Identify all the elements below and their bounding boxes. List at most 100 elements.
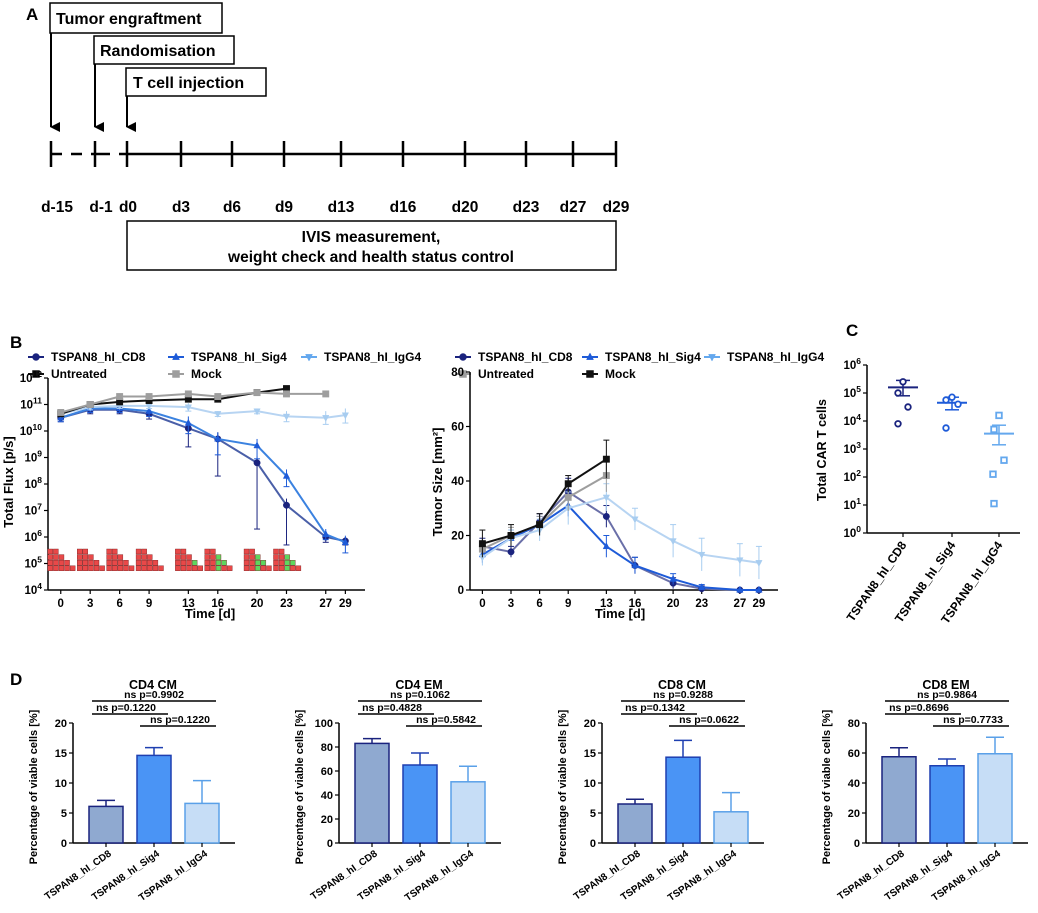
flux-data-point [184, 404, 192, 412]
car-t-data-point [954, 400, 962, 408]
response-grid-cell [210, 548, 216, 555]
flux-ylabel: Total Flux [p/s] [1, 436, 16, 527]
response-grid-cell [215, 554, 222, 560]
car-t-data-point [942, 396, 950, 404]
response-grid-cell [58, 554, 65, 560]
response-grid-cell [260, 560, 267, 566]
flux-data-point [341, 538, 349, 545]
timeline-diagram: Tumor engraftment Randomisation T cell i… [41, 2, 630, 271]
tumor-x-tick-label: 0 [479, 598, 485, 610]
response-grid-cell [215, 560, 222, 566]
bar [977, 753, 1013, 844]
flux-legend: TSPAN8_hI_CD8 TSPAN8_hI_Sig4 TSPAN8_hI_IgG… [28, 350, 421, 381]
response-grid-cell [175, 560, 181, 566]
bar-y-tick-label: 80 [848, 718, 860, 730]
response-grid-cell [249, 548, 255, 555]
tumor-series-line [481, 504, 759, 591]
car-t-ylabel: Total CAR T cells [815, 399, 829, 501]
flux-series-line [60, 408, 346, 542]
car-t-data-point [990, 425, 998, 434]
event-engraftment-label: Tumor engraftment [56, 11, 202, 28]
tumor-data-point [564, 480, 572, 488]
legend-label: TSPAN8_hI_CD8 [478, 350, 573, 364]
response-grid-cell [175, 548, 181, 555]
car-t-y-tick-label: 101 [843, 496, 861, 512]
flux-data-point [253, 389, 261, 397]
response-grid-cell [180, 554, 187, 560]
bar-y-tick-label: 20 [584, 718, 596, 730]
flux-data-point [283, 501, 290, 509]
bar [617, 803, 653, 844]
response-grid-cell [278, 548, 285, 555]
bar-y-tick-label: 100 [315, 718, 333, 730]
event-randomisation-label: Randomisation [100, 43, 216, 60]
flux-y-tick-label: 1012 [20, 369, 43, 385]
flux-y-tick-label: 1011 [20, 396, 42, 412]
response-grid-cell [186, 554, 192, 560]
flux-series-line [60, 407, 346, 544]
response-grid-cell [243, 554, 250, 560]
response-grid-cell [249, 560, 255, 566]
significance-label: ns p=0.5842 [416, 714, 476, 726]
tumor-x-tick-label: 9 [565, 598, 571, 610]
flux-y-tick-label: 109 [24, 449, 42, 465]
flux-data-point [86, 401, 94, 408]
tumor-y-tick-label: 80 [451, 367, 464, 379]
legend-marker [708, 354, 716, 362]
response-grid-cell [58, 565, 65, 571]
response-grid-cell [106, 548, 112, 555]
car-t-y-tick-label: 100 [843, 524, 861, 540]
response-grid-cell [243, 560, 250, 566]
flux-data-point [282, 471, 291, 479]
legend-marker [586, 370, 594, 378]
bar-chart-ylabel: Percentage of viable cells [%] [28, 709, 40, 864]
flux-x-tick-label: 13 [182, 598, 195, 610]
response-grid-cell [273, 565, 279, 571]
flux-data-point [214, 434, 222, 442]
response-grid-cell [295, 565, 302, 571]
flux-y-tick-label: 107 [24, 502, 42, 518]
flux-x-tick-label: 6 [116, 598, 122, 610]
bar-y-tick-label: 15 [55, 748, 67, 760]
bar-y-tick-label: 5 [590, 808, 596, 820]
response-grid-cell [158, 565, 164, 571]
car-t-data-point [989, 470, 997, 478]
response-grid-cell [278, 560, 285, 566]
response-grid-cell [123, 560, 129, 566]
tumor-data-point [698, 583, 706, 590]
tumor-y-tick-label: 20 [451, 531, 464, 543]
tumor-x-tick-label: 20 [667, 598, 680, 610]
tumor-xlabel: Time [d] [595, 606, 645, 621]
response-grid-cell [82, 560, 89, 566]
response-grid-cell [191, 565, 198, 571]
flux-data-point [322, 390, 330, 398]
response-grid-cell [175, 554, 181, 560]
response-grid-cell [249, 554, 255, 560]
response-grid-cell [180, 560, 187, 566]
car-t-data-point [948, 393, 956, 401]
flux-data-point [253, 408, 261, 416]
significance-label: ns p=0.1220 [150, 714, 210, 726]
bar-chart-title: CD4 CM [129, 678, 177, 692]
response-grid-cell [204, 560, 210, 566]
tumor-data-point [507, 548, 515, 556]
bar-chart-ylabel: Percentage of viable cells [%] [821, 709, 833, 864]
legend-label: Mock [191, 367, 222, 381]
tumor-data-point [507, 532, 515, 539]
flux-data-point [214, 411, 222, 418]
response-grid-cell [106, 554, 112, 560]
flux-data-point [253, 459, 261, 467]
response-grid-cell [53, 565, 59, 571]
tumor-data-point [602, 542, 610, 550]
response-grid-cell [249, 565, 255, 571]
response-grid-cell [147, 554, 153, 560]
tumor-x-tick-label: 23 [695, 598, 708, 610]
response-grid-cell [69, 565, 76, 571]
car-t-data-point [899, 378, 907, 386]
response-grid-cell [147, 565, 153, 571]
response-grid-cell [175, 565, 181, 571]
tumor-data-point [669, 574, 677, 582]
response-grid-cell [135, 560, 142, 566]
response-grid-cell [147, 560, 153, 566]
